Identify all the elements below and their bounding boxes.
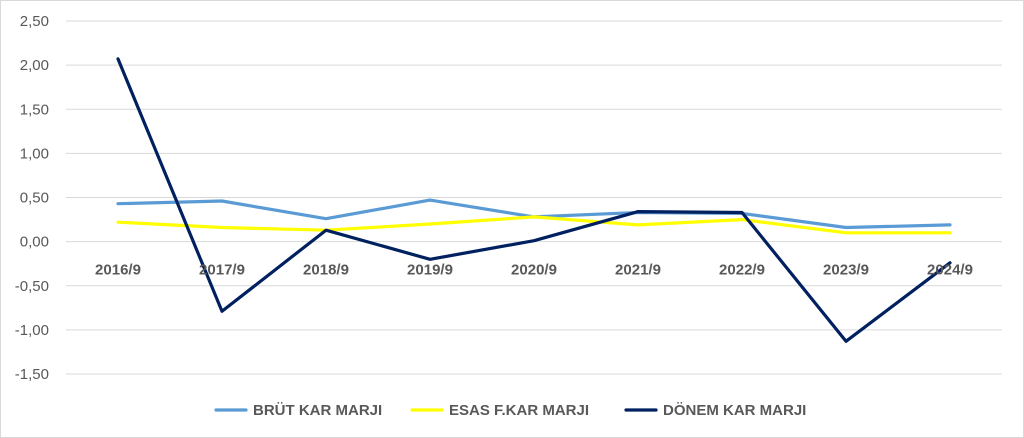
y-axis-ticks: 2,50 2,00 1,50 1,00 0,50 0,00 -0,50 -1,00 -1,50 <box>15 13 49 383</box>
y-tick-label: -1,50 <box>15 366 49 383</box>
y-tick-label: 0,00 <box>20 234 49 251</box>
gridlines <box>66 20 1002 375</box>
y-tick-label: 2,00 <box>20 57 49 74</box>
series-line <box>116 57 952 343</box>
legend-label: BRÜT KAR MARJI <box>253 402 382 419</box>
legend: BRÜT KAR MARJI ESAS F.KAR MARJI DÖNEM KAR … <box>214 402 806 419</box>
x-tick-label: 2018/9 <box>303 262 349 279</box>
y-tick-label: 1,00 <box>20 145 49 162</box>
x-tick-label: 2023/9 <box>823 262 869 279</box>
series-lines <box>116 57 952 343</box>
y-tick-label: -1,00 <box>15 322 49 339</box>
x-tick-label: 2016/9 <box>95 262 141 279</box>
y-tick-label: -0,50 <box>15 278 49 295</box>
legend-label: DÖNEM KAR MARJI <box>663 402 806 419</box>
x-tick-label: 2021/9 <box>615 262 661 279</box>
y-tick-label: 0,50 <box>20 190 49 207</box>
x-tick-label: 2022/9 <box>719 262 765 279</box>
x-axis-ticks: 2016/9 2017/9 2018/9 2019/9 2020/9 2021/9 2022… <box>95 262 973 279</box>
x-tick-label: 2020/9 <box>511 262 557 279</box>
y-tick-label: 2,50 <box>20 13 49 30</box>
x-tick-label: 2017/9 <box>199 262 245 279</box>
series-line <box>116 198 952 230</box>
y-tick-label: 1,50 <box>20 101 49 118</box>
series-line <box>116 215 952 235</box>
legend-label: ESAS F.KAR MARJI <box>449 402 589 419</box>
x-tick-label: 2024/9 <box>927 262 973 279</box>
x-tick-label: 2019/9 <box>407 262 453 279</box>
